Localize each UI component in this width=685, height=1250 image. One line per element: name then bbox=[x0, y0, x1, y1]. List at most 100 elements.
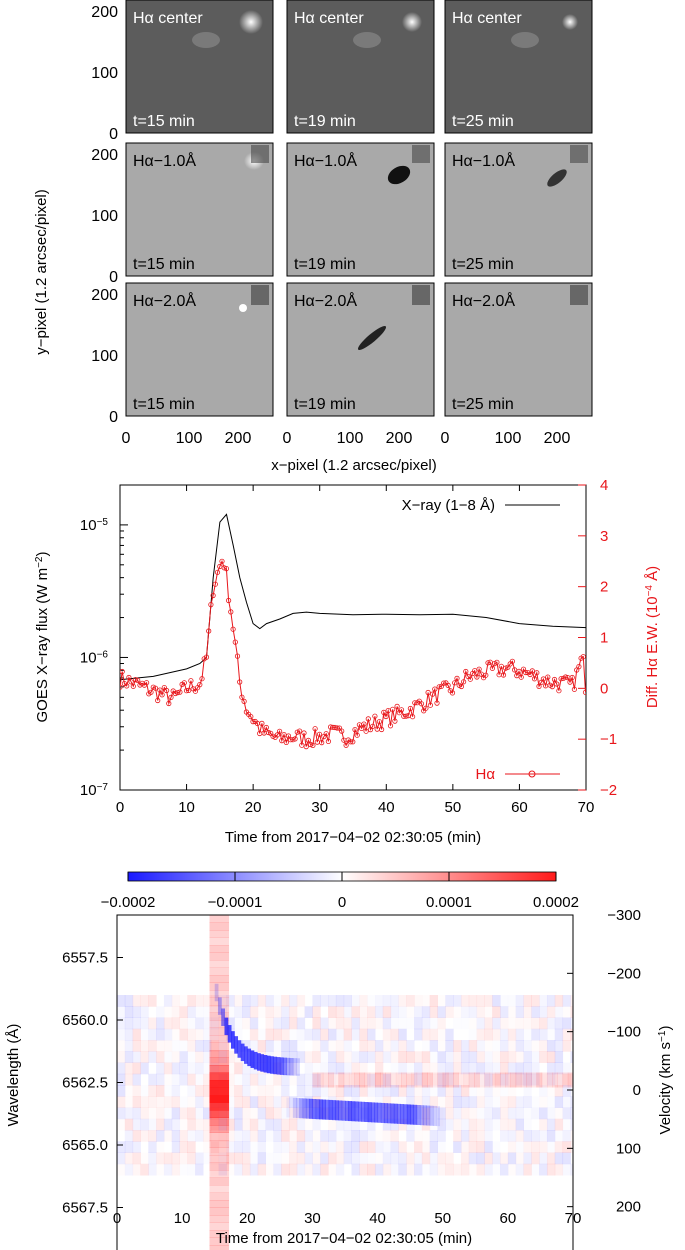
redshift-line-cell bbox=[317, 1072, 324, 1088]
ha-data-point bbox=[463, 668, 469, 675]
heatmap-cell bbox=[484, 1141, 493, 1153]
heatmap-cell bbox=[515, 1096, 524, 1108]
heatmap-cell bbox=[437, 1107, 446, 1120]
image-x-tick-label: 200 bbox=[386, 430, 413, 447]
heatmap-cell bbox=[531, 1119, 539, 1131]
heatmap-cell bbox=[312, 1017, 321, 1030]
heatmap-cell bbox=[531, 1141, 540, 1153]
heatmap-cell bbox=[484, 1028, 493, 1041]
heatmap-cell bbox=[312, 1085, 321, 1097]
heatmap-cell bbox=[570, 1028, 573, 1041]
heatmap-cell bbox=[328, 1006, 337, 1018]
redshift-line-cell bbox=[364, 1072, 371, 1088]
heatmap-cell bbox=[492, 1017, 501, 1030]
heatmap-cell bbox=[421, 1017, 431, 1030]
heatmap-cell bbox=[484, 1006, 492, 1018]
heatmap-cell bbox=[382, 1118, 392, 1131]
ha-data-point bbox=[509, 658, 516, 664]
heatmap-cell bbox=[312, 1152, 321, 1165]
heatmap-cell bbox=[484, 1085, 493, 1097]
blueshift-band-cell bbox=[377, 1102, 382, 1123]
heatmap-cell bbox=[367, 995, 375, 1007]
heatmap-cell bbox=[539, 1017, 548, 1030]
ha-data-point bbox=[290, 737, 296, 743]
ha-data-point bbox=[429, 691, 436, 697]
heatmap-cell bbox=[406, 1018, 414, 1030]
heatmap-cell bbox=[531, 1164, 539, 1176]
heatmap-cell bbox=[352, 1040, 360, 1052]
flare-streak-cell bbox=[209, 1237, 230, 1246]
heatmap-cell bbox=[218, 1163, 227, 1176]
image-tile-time: t=15 min bbox=[133, 113, 195, 130]
heatmap-cell bbox=[453, 1141, 462, 1153]
heatmap-cell bbox=[305, 1040, 313, 1052]
heatmap-cell bbox=[554, 1028, 564, 1041]
ha-data-point bbox=[283, 739, 289, 746]
heatmap-cell bbox=[297, 1006, 305, 1018]
heatmap-cell bbox=[492, 1096, 500, 1108]
heatmap-cell bbox=[562, 1073, 571, 1086]
heatmap-cell bbox=[242, 1085, 251, 1097]
blueshift-band-cell bbox=[315, 1099, 320, 1120]
heatmap-cell bbox=[492, 1130, 500, 1142]
heatmap-cell bbox=[367, 1073, 376, 1086]
heatmap-cell bbox=[148, 1108, 156, 1120]
heatmap-cell bbox=[570, 1096, 573, 1108]
heatmap-cell bbox=[438, 1040, 446, 1052]
heatmap-cell bbox=[305, 1141, 313, 1153]
x-tick-label: 10 bbox=[174, 1210, 191, 1227]
blueshift-band-cell bbox=[429, 1105, 434, 1126]
heatmap-cell bbox=[375, 1018, 383, 1030]
ha-data-point bbox=[385, 707, 391, 714]
heatmap-cell bbox=[312, 1006, 321, 1018]
heatmap-cell bbox=[140, 1074, 148, 1086]
heatmap-cell bbox=[570, 1118, 573, 1131]
x-tick-label: 20 bbox=[245, 799, 262, 816]
image-tile-title: Hα center bbox=[452, 10, 522, 27]
heatmap-cell bbox=[226, 1051, 235, 1063]
heatmap-cell bbox=[546, 1017, 556, 1030]
heatmap-cell bbox=[523, 1108, 531, 1120]
heatmap-cell bbox=[547, 1029, 555, 1041]
ha-data-point bbox=[350, 739, 356, 745]
redshift-line-cell bbox=[536, 1072, 543, 1088]
heatmap-cell bbox=[437, 1118, 446, 1131]
ha-data-point bbox=[454, 675, 460, 682]
heatmap-cell bbox=[132, 1006, 141, 1018]
heatmap-cell bbox=[249, 1073, 259, 1086]
heatmap-cell bbox=[210, 1051, 220, 1063]
heatmap-cell bbox=[468, 1152, 478, 1165]
flare-streak-cell bbox=[209, 1170, 230, 1178]
heatmap-cell bbox=[500, 995, 508, 1007]
heatmap-cell bbox=[117, 1062, 126, 1075]
heatmap-cell bbox=[382, 1051, 392, 1063]
heatmap-cell bbox=[296, 1096, 306, 1108]
heatmap-cell bbox=[453, 1153, 461, 1165]
heatmap-cell bbox=[117, 1073, 126, 1086]
ha-data-point bbox=[425, 689, 431, 696]
y-right-tick-label: 0 bbox=[600, 680, 608, 697]
image-tile bbox=[444, 282, 593, 417]
heatmap-cell bbox=[288, 1163, 298, 1176]
heatmap-cell bbox=[242, 1096, 251, 1108]
heatmap-cell bbox=[171, 1141, 181, 1153]
heatmap-cell bbox=[453, 1085, 462, 1097]
heatmap-cell bbox=[265, 1096, 274, 1108]
heatmap-cell bbox=[250, 1108, 258, 1120]
heatmap-cell bbox=[273, 1118, 282, 1131]
heatmap-cell bbox=[258, 1006, 266, 1018]
heatmap-cell bbox=[257, 1141, 267, 1153]
heatmap-cell bbox=[202, 1118, 212, 1131]
heatmap-cell bbox=[555, 1006, 563, 1018]
heatmap-cell bbox=[249, 1096, 259, 1108]
heatmap-cell bbox=[180, 1085, 188, 1097]
heatmap-cell bbox=[437, 1085, 446, 1097]
blueshift-band-cell bbox=[338, 1100, 343, 1121]
heatmap-cell bbox=[531, 995, 540, 1007]
heatmap-cell bbox=[335, 1040, 345, 1052]
heatmap-cell bbox=[335, 1085, 345, 1097]
heatmap-cell bbox=[304, 1073, 313, 1086]
heatmap-cell bbox=[500, 1073, 509, 1086]
heatmap-cell bbox=[391, 1063, 399, 1075]
heatmap-cell bbox=[539, 1006, 548, 1018]
